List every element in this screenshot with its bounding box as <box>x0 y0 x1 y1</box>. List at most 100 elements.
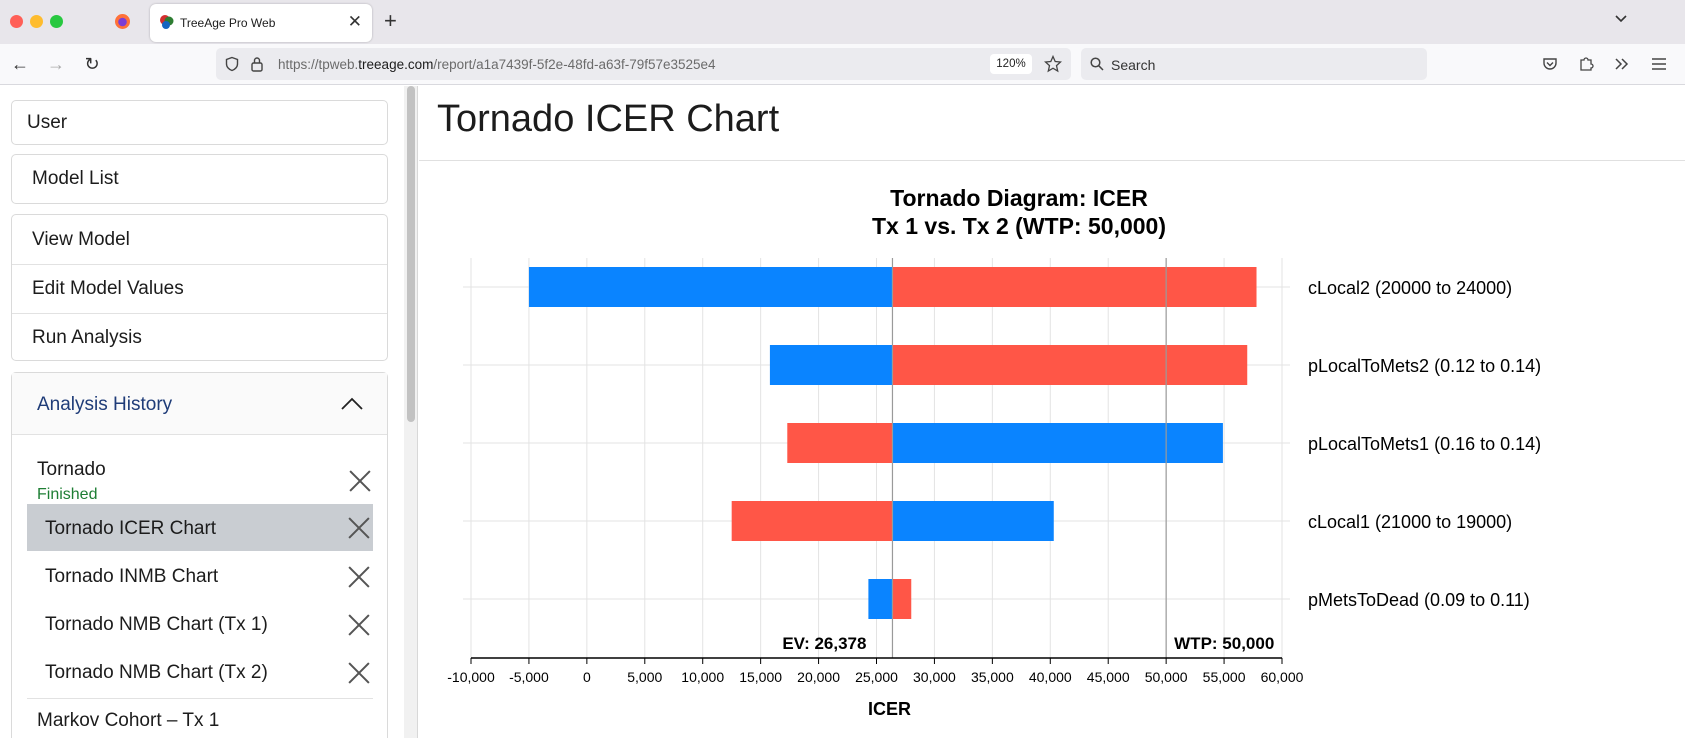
search-input[interactable]: Search <box>1081 48 1427 80</box>
report-label: Tornado NMB Chart (Tx 2) <box>45 662 268 683</box>
browser-tab-active[interactable]: TreeAge Pro Web ✕ <box>150 4 372 42</box>
search-icon <box>1090 57 1104 71</box>
report-item-tornado-nmb-chart-tx2[interactable]: Tornado NMB Chart (Tx 2) <box>27 649 373 696</box>
forward-button[interactable]: → <box>47 54 65 74</box>
delete-report-icon[interactable] <box>347 661 371 685</box>
x-tick-label: 40,000 <box>1029 669 1072 685</box>
chart-title: Tornado Diagram: ICER <box>890 185 1148 211</box>
view-model-button[interactable]: View Model <box>12 215 387 264</box>
run-analysis-label: Run Analysis <box>32 327 142 348</box>
report-item-tornado-icer-chart[interactable]: Tornado ICER Chart <box>27 504 373 551</box>
report-item-tornado-nmb-chart-tx1[interactable]: Tornado NMB Chart (Tx 1) <box>27 601 373 648</box>
sidebar-scrollbar-thumb[interactable] <box>407 86 415 422</box>
model-list-label: Model List <box>32 168 119 189</box>
wtp-label: WTP: 50,000 <box>1174 634 1274 653</box>
title-divider <box>419 160 1685 161</box>
analysis-status: Finished <box>37 486 98 503</box>
x-tick-label: 10,000 <box>681 669 724 685</box>
bar-segment-low <box>868 579 893 619</box>
browser-tab-bar: TreeAge Pro Web ✕ + <box>0 0 1685 44</box>
analysis-name-markov[interactable]: Markov Cohort – Tx 1 <box>37 710 220 731</box>
bar-label: pLocalToMets2 (0.12 to 0.14) <box>1308 356 1541 376</box>
browser-nav-bar: ← → ↻ https://tpweb.treeage.com/report/a… <box>0 44 1685 85</box>
x-tick-label: 20,000 <box>797 669 840 685</box>
x-tick-label: 55,000 <box>1203 669 1246 685</box>
bar-label: cLocal2 (20000 to 24000) <box>1308 278 1512 298</box>
delete-report-icon[interactable] <box>347 565 371 589</box>
chart-subtitle: Tx 1 vs. Tx 2 (WTP: 50,000) <box>872 213 1166 239</box>
user-button[interactable]: User <box>11 100 388 145</box>
x-tick-label: -10,000 <box>447 669 495 685</box>
close-window-button[interactable] <box>10 15 23 28</box>
divider <box>27 698 373 699</box>
main-content: Tornado ICER Chart Tornado Diagram: ICER… <box>419 86 1685 738</box>
reload-button[interactable]: ↻ <box>84 54 100 74</box>
x-tick-label: 15,000 <box>739 669 782 685</box>
bookmark-star-icon[interactable] <box>1044 55 1062 73</box>
analysis-name[interactable]: Tornado <box>37 459 106 480</box>
x-tick-label: 25,000 <box>855 669 898 685</box>
report-label: Tornado NMB Chart (Tx 1) <box>45 614 268 635</box>
analysis-history-title: Analysis History <box>37 394 173 415</box>
bar-label: cLocal1 (21000 to 19000) <box>1308 512 1512 532</box>
user-label: User <box>27 112 68 133</box>
chevron-up-icon[interactable] <box>341 397 363 411</box>
tab-title: TreeAge Pro Web <box>180 16 276 30</box>
report-label: Tornado INMB Chart <box>45 566 219 587</box>
delete-report-icon[interactable] <box>347 516 371 540</box>
x-tick-label: 0 <box>583 669 591 685</box>
zoom-level-badge[interactable]: 120% <box>990 54 1032 74</box>
divider <box>12 264 387 265</box>
x-tick-label: 60,000 <box>1261 669 1304 685</box>
overflow-menu-icon[interactable] <box>1614 57 1630 71</box>
bar-segment-low <box>892 423 1223 463</box>
x-tick-label: 30,000 <box>913 669 956 685</box>
address-bar[interactable]: https://tpweb.treeage.com/report/a1a7439… <box>216 48 1071 80</box>
edit-model-values-label: Edit Model Values <box>32 278 184 299</box>
x-tick-label: 50,000 <box>1145 669 1188 685</box>
x-tick-label: 45,000 <box>1087 669 1130 685</box>
divider <box>12 313 387 314</box>
minimize-window-button[interactable] <box>30 15 43 28</box>
treeage-logo-icon <box>160 15 174 29</box>
shield-icon[interactable] <box>224 56 240 72</box>
model-list-button[interactable]: Model List <box>11 154 388 204</box>
bar-segment-low <box>892 501 1054 541</box>
url-text: https://tpweb.treeage.com/report/a1a7439… <box>278 57 716 72</box>
page-title: Tornado ICER Chart <box>437 98 780 140</box>
firefox-view-icon[interactable] <box>114 13 131 30</box>
bar-segment-high <box>892 267 1257 307</box>
search-placeholder: Search <box>1111 57 1156 73</box>
edit-model-values-button[interactable]: Edit Model Values <box>12 265 387 313</box>
sidebar: User Model List View Model Edit Model Va… <box>0 86 405 738</box>
bar-segment-low <box>769 345 893 385</box>
tab-list-chevron-icon[interactable] <box>1614 12 1628 26</box>
bar-segment-high <box>787 423 893 463</box>
lock-icon[interactable] <box>250 56 264 72</box>
x-tick-label: 5,000 <box>627 669 662 685</box>
bar-segment-high <box>731 501 893 541</box>
new-tab-button[interactable]: + <box>384 8 397 33</box>
run-analysis-button[interactable]: Run Analysis <box>12 314 387 362</box>
close-tab-icon[interactable]: ✕ <box>347 12 362 31</box>
report-item-tornado-inmb-chart[interactable]: Tornado INMB Chart <box>27 553 373 600</box>
zoom-window-button[interactable] <box>50 15 63 28</box>
analysis-history-card: Analysis History Tornado Finished Tornad… <box>11 372 388 738</box>
x-tick-label: -5,000 <box>509 669 549 685</box>
extensions-icon[interactable] <box>1578 55 1595 72</box>
ev-label: EV: 26,378 <box>782 634 866 653</box>
model-actions-card: View Model Edit Model Values Run Analysi… <box>11 214 388 361</box>
back-button[interactable]: ← <box>11 54 29 74</box>
bar-label: pLocalToMets1 (0.16 to 0.14) <box>1308 434 1541 454</box>
delete-report-icon[interactable] <box>347 613 371 637</box>
analysis-history-header[interactable]: Analysis History <box>12 373 387 435</box>
report-label: Tornado ICER Chart <box>45 518 217 539</box>
pocket-icon[interactable] <box>1542 56 1558 72</box>
bar-segment-high <box>892 579 912 619</box>
bar-segment-low <box>528 267 893 307</box>
sidebar-scrollbar[interactable] <box>404 86 418 738</box>
view-model-label: View Model <box>32 229 130 250</box>
delete-analysis-icon[interactable] <box>348 469 372 493</box>
hamburger-menu-icon[interactable] <box>1651 57 1667 71</box>
